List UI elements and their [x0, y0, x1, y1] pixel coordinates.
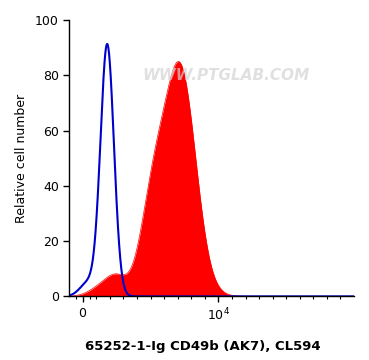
Text: 65252-1-Ig CD49b (AK7), CL594: 65252-1-Ig CD49b (AK7), CL594 [85, 340, 321, 353]
Y-axis label: Relative cell number: Relative cell number [15, 94, 28, 223]
Text: WWW.PTGLAB.COM: WWW.PTGLAB.COM [142, 68, 310, 83]
